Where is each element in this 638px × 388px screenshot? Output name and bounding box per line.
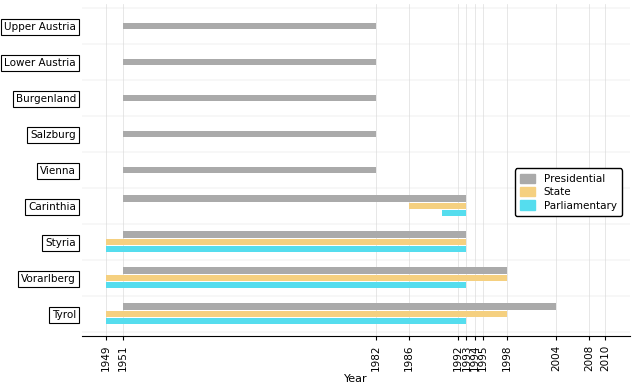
Legend: Presidential, State, Parliamentary: Presidential, State, Parliamentary bbox=[515, 168, 622, 216]
Bar bbox=[122, 303, 556, 310]
Bar bbox=[122, 231, 466, 238]
Bar bbox=[106, 318, 466, 324]
Bar bbox=[409, 203, 466, 209]
Bar bbox=[122, 166, 376, 173]
Bar bbox=[122, 23, 376, 29]
Bar bbox=[122, 95, 376, 101]
Bar bbox=[122, 196, 466, 202]
Bar bbox=[441, 210, 466, 216]
Bar bbox=[106, 282, 466, 288]
X-axis label: Year: Year bbox=[344, 374, 367, 384]
Bar bbox=[106, 246, 466, 252]
Bar bbox=[122, 131, 376, 137]
Bar bbox=[122, 267, 507, 274]
Bar bbox=[106, 311, 507, 317]
Bar bbox=[106, 275, 507, 281]
Bar bbox=[122, 59, 376, 65]
Bar bbox=[106, 239, 466, 245]
